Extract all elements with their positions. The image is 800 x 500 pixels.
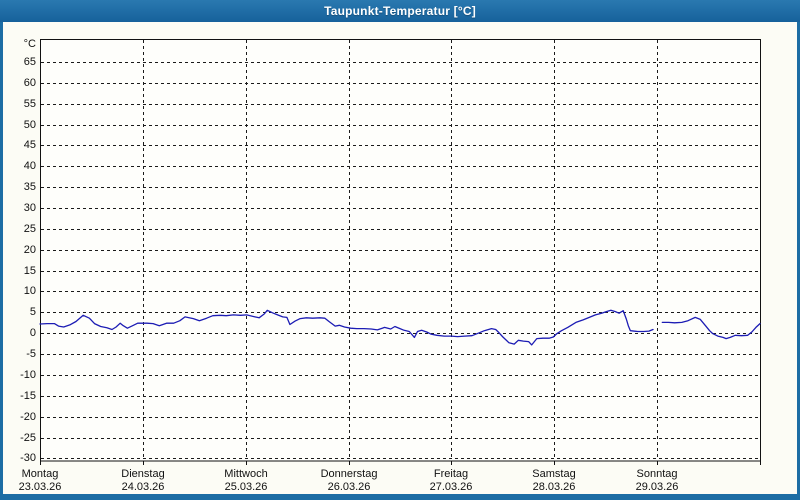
chart-area	[3, 22, 797, 494]
window-title: Taupunkt-Temperatur [°C]	[324, 4, 476, 18]
title-bar: Taupunkt-Temperatur [°C]	[0, 0, 800, 22]
